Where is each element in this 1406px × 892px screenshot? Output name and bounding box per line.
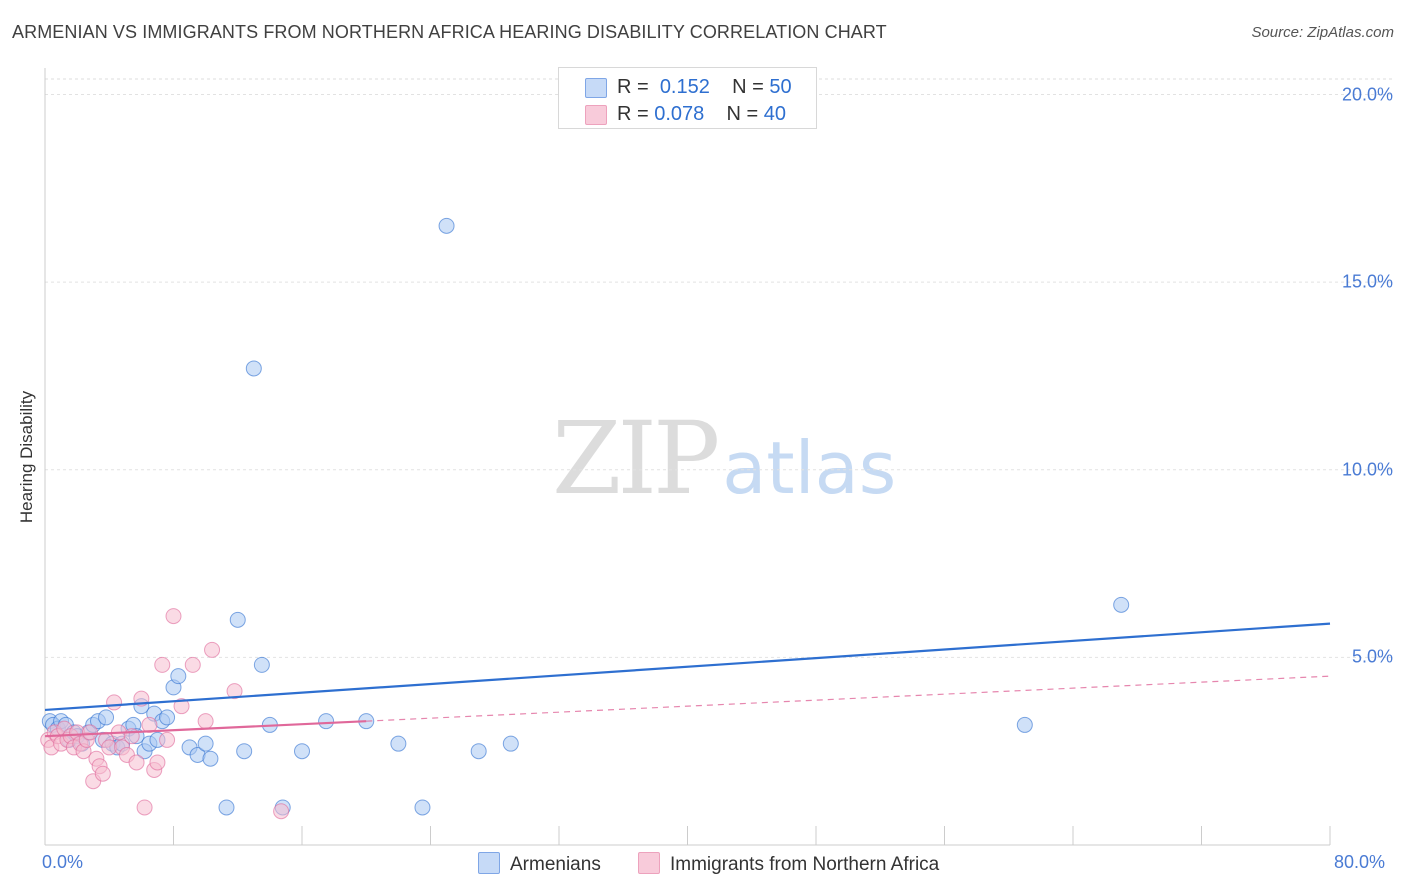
bottom-swatch-northern-africa bbox=[638, 852, 660, 874]
armenians-point-36 bbox=[245, 360, 262, 377]
armenians-point-47 bbox=[502, 735, 519, 752]
northern-africa-point-39 bbox=[273, 803, 290, 820]
armenians-point-41 bbox=[318, 713, 335, 730]
legend-text-northern-africa: R = 0.078 N = 40 bbox=[617, 103, 787, 125]
northern-africa-point-32 bbox=[159, 731, 176, 748]
y-tick-label-5: 5.0% bbox=[1351, 646, 1393, 667]
chart-title: ARMENIAN VS IMMIGRANTS FROM NORTHERN AFR… bbox=[12, 22, 887, 42]
axes-layer bbox=[44, 68, 1331, 846]
northern-africa-point-37 bbox=[204, 641, 221, 658]
bottom-swatch-armenians bbox=[478, 852, 500, 874]
armenians-point-44 bbox=[414, 799, 431, 816]
x-tick-label-min: 0.0% bbox=[42, 852, 84, 872]
y-axis-label: Hearing Disability bbox=[17, 390, 36, 524]
armenians-point-46 bbox=[470, 743, 487, 760]
y-tick-label-15: 15.0% bbox=[1341, 271, 1393, 292]
armenians-point-37 bbox=[253, 656, 270, 673]
bottom-legend-armenians[interactable]: Armenians bbox=[478, 852, 601, 876]
northern-africa-trend-extension bbox=[366, 675, 1331, 722]
y-tick-label-20: 20.0% bbox=[1341, 84, 1393, 104]
y-tick-label-10: 10.0% bbox=[1341, 459, 1393, 480]
armenians-point-26 bbox=[159, 709, 176, 726]
armenians-point-28 bbox=[170, 668, 187, 685]
northern-africa-point-34 bbox=[173, 698, 190, 715]
northern-africa-point-30 bbox=[149, 754, 166, 771]
armenians-point-32 bbox=[202, 750, 219, 767]
northern-africa-point-25 bbox=[128, 754, 145, 771]
armenians-point-40 bbox=[294, 743, 310, 760]
northern-africa-point-31 bbox=[154, 656, 171, 673]
northern-africa-trend-line bbox=[44, 720, 367, 738]
source-label: Source: ZipAtlas.com bbox=[1251, 24, 1394, 41]
trend-lines bbox=[44, 622, 1331, 738]
northern-africa-point-36 bbox=[197, 713, 214, 730]
armenians-point-43 bbox=[390, 735, 407, 752]
stats-legend: R = 0.152 N = 50 R = 0.078 N = 40 bbox=[558, 67, 817, 129]
armenians-point-45 bbox=[438, 217, 455, 234]
bottom-legend-label-northern-africa: Immigrants from Northern Africa bbox=[670, 854, 940, 875]
legend-text-armenians: R = 0.152 N = 50 bbox=[617, 76, 792, 98]
northern-africa-point-13 bbox=[81, 724, 98, 741]
armenians-point-49 bbox=[1016, 716, 1033, 733]
northern-africa-points bbox=[40, 608, 290, 820]
armenians-point-31 bbox=[197, 735, 214, 752]
armenians-point-13 bbox=[98, 709, 115, 726]
bottom-legend-northern-africa[interactable]: Immigrants from Northern Africa bbox=[638, 852, 939, 876]
x-tick-label-max: 80.0% bbox=[1334, 852, 1386, 872]
armenians-point-35 bbox=[236, 743, 253, 760]
legend-swatch-northern-africa bbox=[585, 105, 607, 125]
northern-africa-point-28 bbox=[141, 716, 158, 733]
northern-africa-point-17 bbox=[94, 765, 111, 782]
armenians-trend-line bbox=[44, 622, 1331, 712]
armenians-point-33 bbox=[218, 799, 235, 816]
legend-swatch-armenians bbox=[585, 78, 607, 98]
armenians-point-34 bbox=[229, 611, 246, 628]
northern-africa-point-38 bbox=[226, 683, 243, 700]
northern-africa-point-20 bbox=[106, 694, 123, 711]
northern-africa-point-33 bbox=[165, 608, 182, 625]
northern-africa-point-27 bbox=[136, 799, 153, 816]
armenians-point-48 bbox=[1113, 596, 1130, 613]
northern-africa-point-35 bbox=[184, 656, 201, 673]
bottom-legend-label-armenians: Armenians bbox=[510, 854, 601, 875]
